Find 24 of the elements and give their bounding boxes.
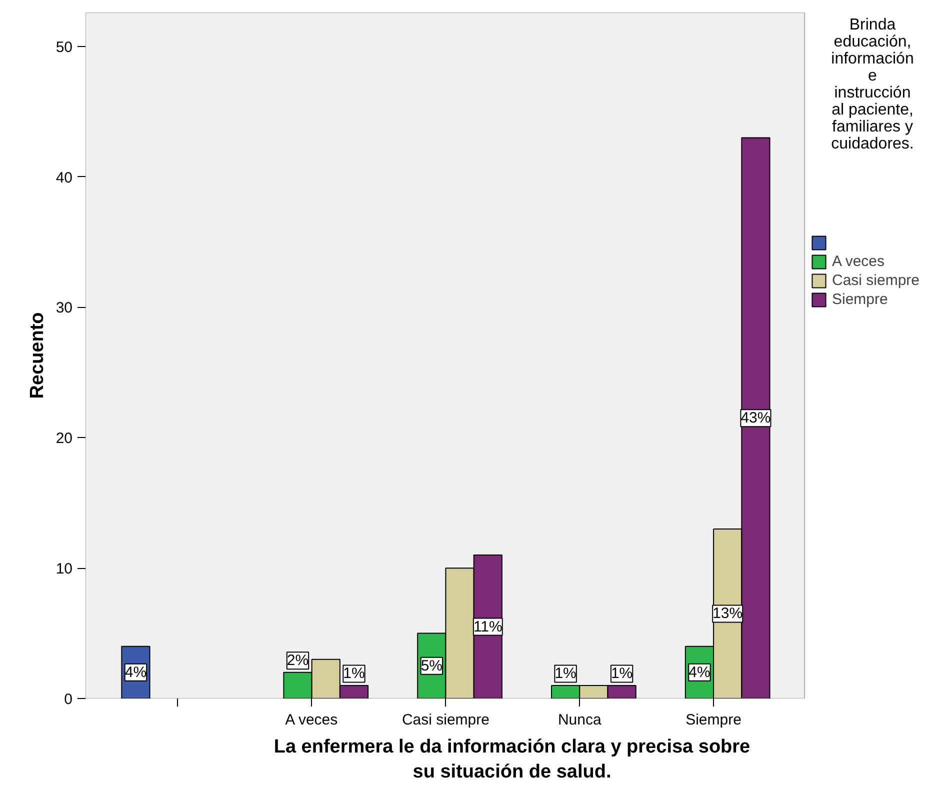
y-tick-label: 20 (56, 430, 73, 448)
data-label: 1% (343, 665, 365, 682)
y-tick-label: 50 (56, 38, 73, 56)
x-tick-label: Nunca (558, 712, 602, 728)
legend-label: Siempre (832, 291, 888, 308)
data-label: 11% (473, 618, 502, 636)
y-tick-label: 10 (56, 560, 73, 578)
legend-label: A veces (832, 253, 885, 270)
x-tick-label: Siempre (686, 712, 742, 728)
data-label: 1% (554, 665, 576, 682)
data-label: 4% (688, 664, 710, 681)
y-axis-title: Recuento (26, 312, 48, 399)
data-label: 13% (712, 605, 743, 622)
x-axis-title: La enfermera le da información clara y precisa sobre su situación de salud. (274, 736, 750, 783)
x-tick-label: A veces (285, 712, 338, 728)
x-tick-label: Casi siempre (402, 712, 490, 728)
y-tick-label: 40 (56, 169, 73, 186)
data-label: 5% (420, 657, 442, 674)
data-label: 2% (286, 652, 309, 670)
legend-label: Casi siempre (832, 272, 920, 289)
y-tick-label: 0 (64, 691, 72, 708)
y-tick-label: 30 (56, 300, 73, 317)
data-label: 1% (610, 665, 633, 682)
legend-title: Brinda educación, información e instrucción al paciente, familiares y cuidadores. (831, 16, 914, 152)
